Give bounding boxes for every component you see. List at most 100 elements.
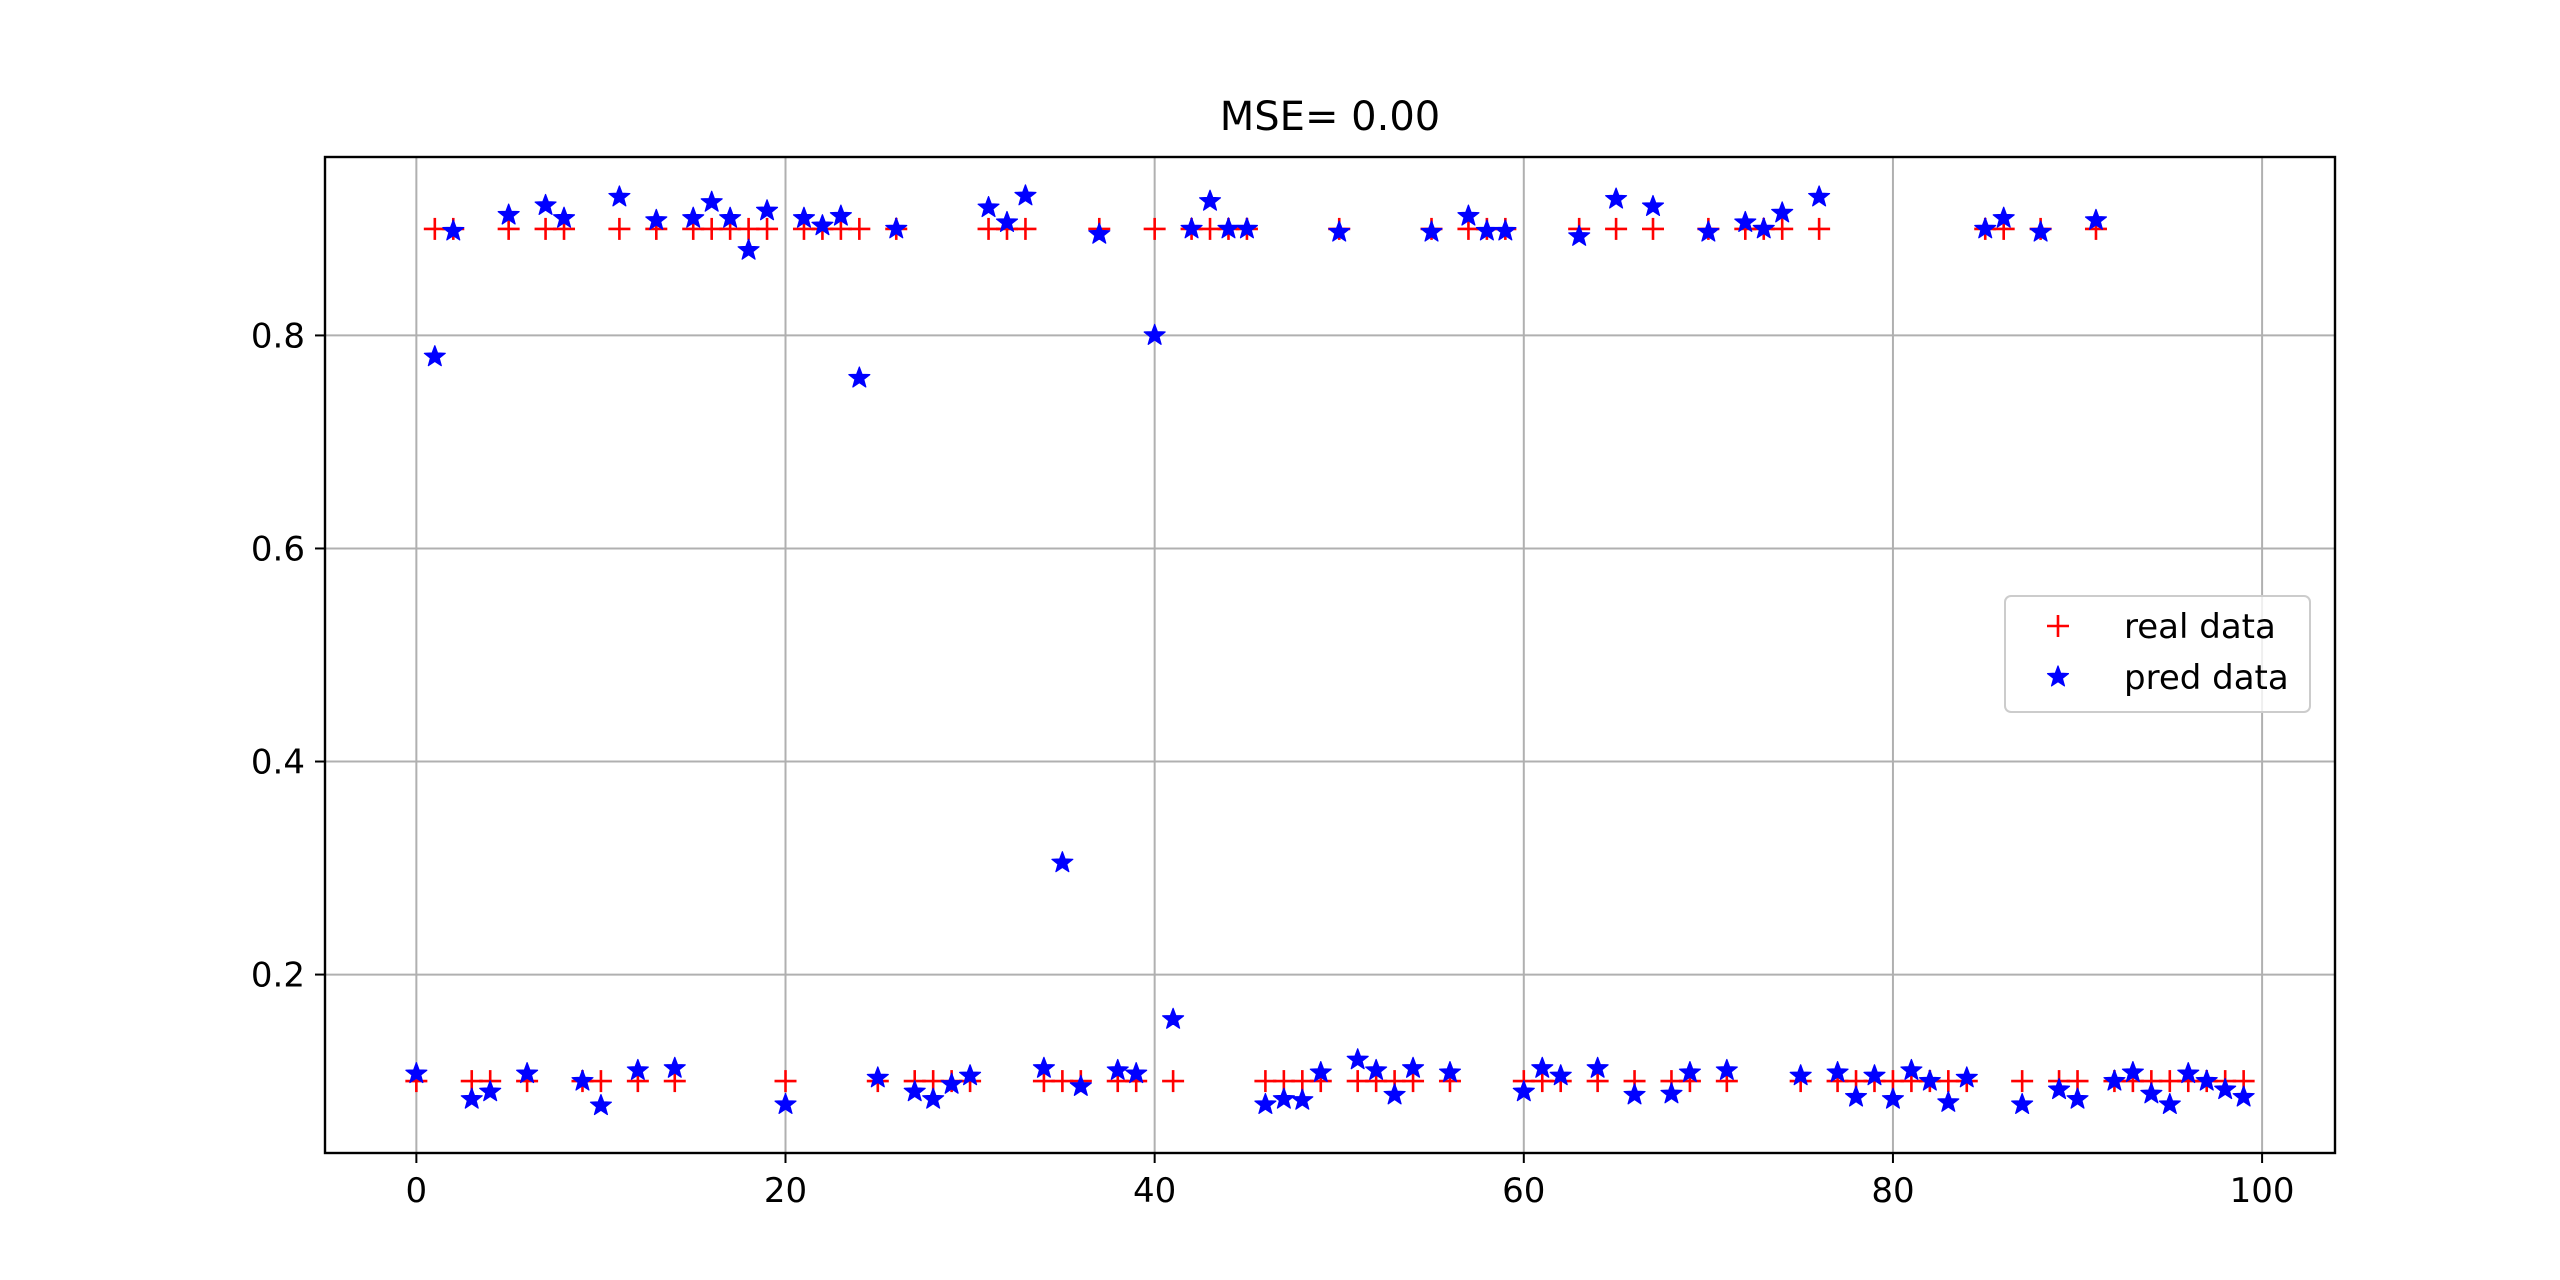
- series-real-data: [405, 217, 2255, 1093]
- pred-data-point: [1955, 1066, 1978, 1088]
- pred-data-point: [2121, 1060, 2144, 1083]
- real-data-point: [1457, 217, 1480, 240]
- pred-data-point: [1808, 185, 1831, 207]
- real-data-point: [848, 217, 871, 240]
- pred-data-point: [1272, 1087, 1295, 1109]
- pred-data-point: [1162, 1007, 1185, 1029]
- pred-data-point: [1974, 217, 1997, 239]
- pred-data-point: [2011, 1092, 2034, 1115]
- real-data-point: [608, 217, 631, 240]
- pred-data-point: [1365, 1058, 1388, 1080]
- pred-data-point: [516, 1062, 539, 1084]
- pred-data-point: [497, 203, 520, 225]
- pred-data-point: [1826, 1060, 1849, 1083]
- pred-data-point: [2066, 1087, 2089, 1109]
- real-data-point: [1032, 1070, 1055, 1093]
- pred-data-point: [1549, 1064, 1572, 1086]
- pred-data-point: [1512, 1080, 1535, 1102]
- pred-data-point: [1586, 1056, 1609, 1078]
- pred-data-point: [848, 366, 871, 388]
- pred-data-point: [479, 1080, 502, 1102]
- pred-data-point: [2140, 1082, 2163, 1104]
- real-data-point: [2158, 1070, 2181, 1093]
- pred-data-point: [626, 1058, 649, 1080]
- pred-data-point: [1734, 210, 1757, 233]
- real-data-point: [774, 1070, 797, 1093]
- legend-real-plus: [2047, 615, 2069, 637]
- pred-data-point: [1014, 184, 1037, 206]
- pred-data-point: [442, 219, 465, 241]
- y-tick-label: 0.8: [251, 316, 305, 356]
- pred-data-point: [1992, 206, 2015, 228]
- pred-data-point: [1069, 1074, 1092, 1096]
- pred-data-point: [1494, 219, 1517, 241]
- pred-data-point: [1235, 217, 1258, 239]
- pred-data-point: [552, 206, 576, 228]
- pred-data-point: [1346, 1048, 1369, 1070]
- pred-data-point: [1328, 220, 1351, 242]
- pred-data-point: [2232, 1085, 2255, 1107]
- pred-data-point: [1789, 1064, 1812, 1086]
- pred-data-point: [1106, 1058, 1129, 1080]
- pred-data-point: [1918, 1069, 1941, 1091]
- pred-data-point: [1900, 1058, 1923, 1080]
- pred-data-point: [2048, 1078, 2071, 1100]
- pred-data-point: [1143, 323, 1166, 345]
- pred-data-point: [959, 1064, 982, 1086]
- legend-pred-label: pred data: [2124, 658, 2289, 698]
- real-data-point: [534, 217, 557, 240]
- pred-data-point: [1937, 1090, 1960, 1112]
- real-data-point: [1605, 217, 1628, 240]
- pred-data-point: [1198, 189, 1222, 211]
- real-data-point: [977, 217, 1000, 240]
- legend-real-label: real data: [2124, 607, 2276, 647]
- x-tick-label: 0: [406, 1171, 428, 1211]
- pred-data-point: [737, 238, 760, 260]
- legend-pred-marker: [2046, 665, 2070, 687]
- pred-data-point: [423, 345, 446, 367]
- pred-data-point: [1420, 220, 1443, 242]
- real-data-point: [737, 217, 760, 240]
- pred-data-point: [1660, 1082, 1683, 1104]
- pred-data-point: [885, 217, 908, 239]
- pred-data-point: [1438, 1060, 1462, 1083]
- pred-data-point: [903, 1080, 926, 1102]
- pred-data-point: [2214, 1078, 2237, 1100]
- real-data-point: [1586, 1070, 1609, 1093]
- pred-data-point: [774, 1092, 797, 1115]
- real-data-point: [700, 217, 723, 240]
- pred-data-point: [977, 196, 1000, 218]
- x-tick-label: 20: [764, 1171, 807, 1211]
- pred-data-point: [792, 206, 816, 228]
- real-data-point: [663, 1070, 686, 1093]
- real-data-point: [1143, 217, 1166, 240]
- pred-data-point: [1032, 1056, 1055, 1078]
- real-data-point: [1771, 217, 1794, 240]
- real-data-point: [589, 1070, 612, 1093]
- pred-data-point: [1383, 1083, 1406, 1105]
- pred-data-point: [1051, 851, 1074, 873]
- pred-data-point: [1125, 1062, 1148, 1084]
- real-data-point: [1346, 1070, 1369, 1093]
- x-tick-label: 80: [1871, 1171, 1914, 1211]
- pred-data-point: [829, 204, 852, 226]
- real-data-point: [1254, 1070, 1277, 1093]
- pred-data-point: [1531, 1056, 1554, 1078]
- real-data-point: [829, 217, 852, 240]
- pred-data-point: [1605, 187, 1628, 209]
- real-data-point: [1162, 1070, 1185, 1093]
- x-tick-label: 100: [2230, 1171, 2295, 1211]
- pred-data-point: [2195, 1069, 2218, 1091]
- x-tick-label: 60: [1502, 1171, 1545, 1211]
- pred-data-point: [995, 210, 1019, 233]
- legend: real data pred data: [2004, 595, 2311, 713]
- pred-data-point: [1863, 1064, 1886, 1086]
- legend-box: [2004, 595, 2311, 713]
- real-data-point: [1402, 1070, 1425, 1093]
- pred-data-point: [645, 208, 668, 230]
- pred-data-point: [1457, 204, 1480, 226]
- pred-data-point: [608, 185, 631, 207]
- legend-pred-star: [2046, 665, 2070, 687]
- pred-data-point: [682, 206, 705, 228]
- pred-data-point: [1844, 1085, 1868, 1107]
